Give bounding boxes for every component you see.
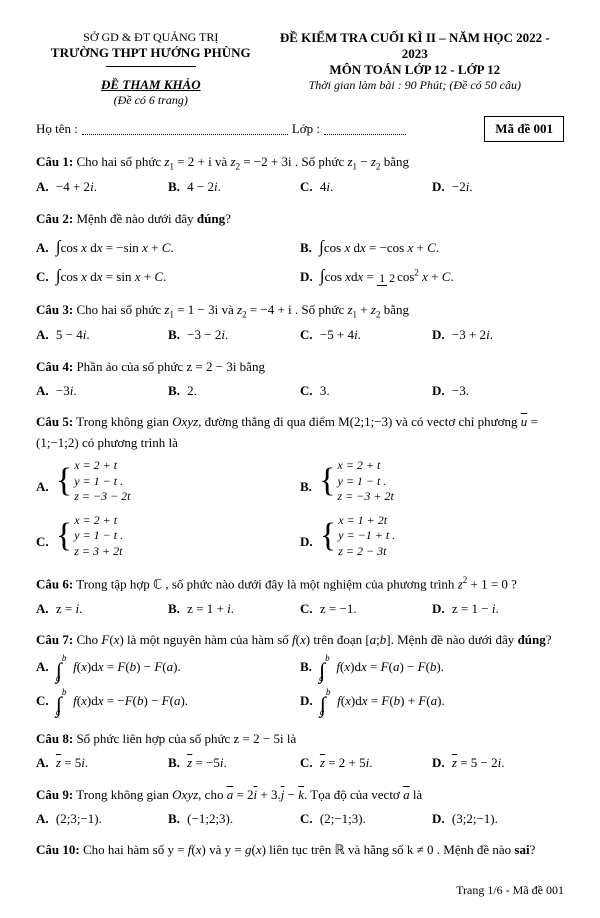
header-right: ĐỀ KIỂM TRA CUỐI KÌ II – NĂM HỌC 2022 - … — [266, 30, 564, 108]
choice-B: B. {x = 2 + ty = 1 − t .z = −3 + 2t — [300, 454, 564, 509]
exam-title: ĐỀ KIỂM TRA CUỐI KÌ II – NĂM HỌC 2022 - … — [266, 30, 564, 62]
question-stem: Câu 4: Phần ảo của số phức z = 2 − 3i bằ… — [36, 357, 564, 378]
class-field — [324, 123, 406, 135]
question-list: Câu 1: Cho hai số phức z1 = 2 + i và z2 … — [36, 152, 564, 861]
question: Câu 2: Mệnh đề nào dưới đây đúng?A. ∫cos… — [36, 209, 564, 290]
choice-D: D. −2i. — [432, 176, 564, 199]
choice-A: A. z = 5i. — [36, 752, 168, 775]
question-stem: Câu 3: Cho hai số phức z1 = 1 − 3i và z2… — [36, 300, 564, 322]
time-note: Thời gian làm bài : 90 Phút; (Đề có 50 c… — [266, 78, 564, 93]
choice-B: B. z = −5i. — [168, 752, 300, 775]
choice-D: D. −3. — [432, 380, 564, 403]
question-stem: Câu 2: Mệnh đề nào dưới đây đúng? — [36, 209, 564, 230]
question: Câu 9: Trong không gian Oxyz, cho a = 2i… — [36, 785, 564, 831]
name-label: Họ tên : — [36, 121, 78, 137]
name-row: Họ tên : Lớp : Mã đề 001 — [36, 116, 564, 142]
department: SỞ GD & ĐT QUẢNG TRỊ — [36, 30, 266, 45]
choice-D: D. z = 1 − i. — [432, 598, 564, 621]
choice-A: A. {x = 2 + ty = 1 − t .z = −3 − 2t — [36, 454, 300, 509]
choice-B: B. −3 − 2i. — [168, 324, 300, 347]
question: Câu 5: Trong không gian Oxyz, đường thẳn… — [36, 412, 564, 563]
choice-B: B. 2. — [168, 380, 300, 403]
subject: MÔN TOÁN LỚP 12 - LỚP 12 — [266, 62, 564, 78]
choice-C: C. {x = 2 + ty = 1 − t .z = 3 + 2t — [36, 509, 300, 564]
exam-code: Mã đề 001 — [484, 116, 564, 142]
choice-A: A. −4 + 2i. — [36, 176, 168, 199]
question-stem: Câu 8: Số phức liên hợp của số phức z = … — [36, 729, 564, 750]
choice-C: C. ∫cos x dx = sin x + C. — [36, 261, 300, 290]
exam-type: ĐỀ THAM KHẢO — [36, 77, 266, 93]
school-name: TRƯỜNG THPT HƯỚNG PHÙNG — [36, 45, 266, 61]
choice-D: D. ∫cos xdx = 12cos2 x + C. — [300, 261, 564, 290]
name-field — [82, 123, 288, 135]
question-stem: Câu 5: Trong không gian Oxyz, đường thẳn… — [36, 412, 564, 454]
choice-A: A. b∫a f(x)dx = F(b) − F(a). — [36, 651, 300, 685]
header-left: SỞ GD & ĐT QUẢNG TRỊ TRƯỜNG THPT HƯỚNG P… — [36, 30, 266, 108]
question-stem: Câu 6: Trong tập hợp ℂ , số phức nào dướ… — [36, 573, 564, 595]
pages-note: (Đề có 6 trang) — [36, 93, 266, 108]
choice-C: C. 3. — [300, 380, 432, 403]
choice-C: C. z = 2 + 5i. — [300, 752, 432, 775]
choice-A: A. −3i. — [36, 380, 168, 403]
question-stem: Câu 9: Trong không gian Oxyz, cho a = 2i… — [36, 785, 564, 806]
question: Câu 10: Cho hai hàm số y = f(x) và y = g… — [36, 840, 564, 861]
choice-D: D. z = 5 − 2i. — [432, 752, 564, 775]
choice-B: B. ∫cos x dx = −cos x + C. — [300, 232, 564, 261]
choice-D: D. {x = 1 + 2ty = −1 + t .z = 2 − 3t — [300, 509, 564, 564]
question: Câu 4: Phần ảo của số phức z = 2 − 3i bằ… — [36, 357, 564, 403]
choice-A: A. ∫cos x dx = −sin x + C. — [36, 232, 300, 261]
choice-C: C. 4i. — [300, 176, 432, 199]
page-footer: Trang 1/6 - Mã đề 001 — [36, 883, 564, 898]
question-stem: Câu 1: Cho hai số phức z1 = 2 + i và z2 … — [36, 152, 564, 174]
question: Câu 1: Cho hai số phức z1 = 2 + i và z2 … — [36, 152, 564, 199]
question: Câu 7: Cho F(x) là một nguyên hàm của hà… — [36, 630, 564, 719]
class-label: Lớp : — [292, 121, 320, 137]
choice-B: B. b∫a f(x)dx = F(a) − F(b). — [300, 651, 564, 685]
choice-A: A. (2;3;−1). — [36, 808, 168, 831]
choice-C: C. (2;−1;3). — [300, 808, 432, 831]
choice-A: A. 5 − 4i. — [36, 324, 168, 347]
choice-B: B. (−1;2;3). — [168, 808, 300, 831]
question: Câu 8: Số phức liên hợp của số phức z = … — [36, 729, 564, 775]
divider-line — [106, 66, 196, 67]
question-stem: Câu 7: Cho F(x) là một nguyên hàm của hà… — [36, 630, 564, 651]
choice-A: A. z = i. — [36, 598, 168, 621]
choice-C: C. −5 + 4i. — [300, 324, 432, 347]
choice-B: B. 4 − 2i. — [168, 176, 300, 199]
question: Câu 6: Trong tập hợp ℂ , số phức nào dướ… — [36, 573, 564, 620]
question: Câu 3: Cho hai số phức z1 = 1 − 3i và z2… — [36, 300, 564, 347]
choice-C: C. b∫a f(x)dx = −F(b) − F(a). — [36, 685, 300, 719]
choice-D: D. −3 + 2i. — [432, 324, 564, 347]
choice-D: D. (3;2;−1). — [432, 808, 564, 831]
choice-D: D. b∫a f(x)dx = F(b) + F(a). — [300, 685, 564, 719]
question-stem: Câu 10: Cho hai hàm số y = f(x) và y = g… — [36, 840, 564, 861]
exam-header: SỞ GD & ĐT QUẢNG TRỊ TRƯỜNG THPT HƯỚNG P… — [36, 30, 564, 108]
choice-C: C. z = −1. — [300, 598, 432, 621]
choice-B: B. z = 1 + i. — [168, 598, 300, 621]
